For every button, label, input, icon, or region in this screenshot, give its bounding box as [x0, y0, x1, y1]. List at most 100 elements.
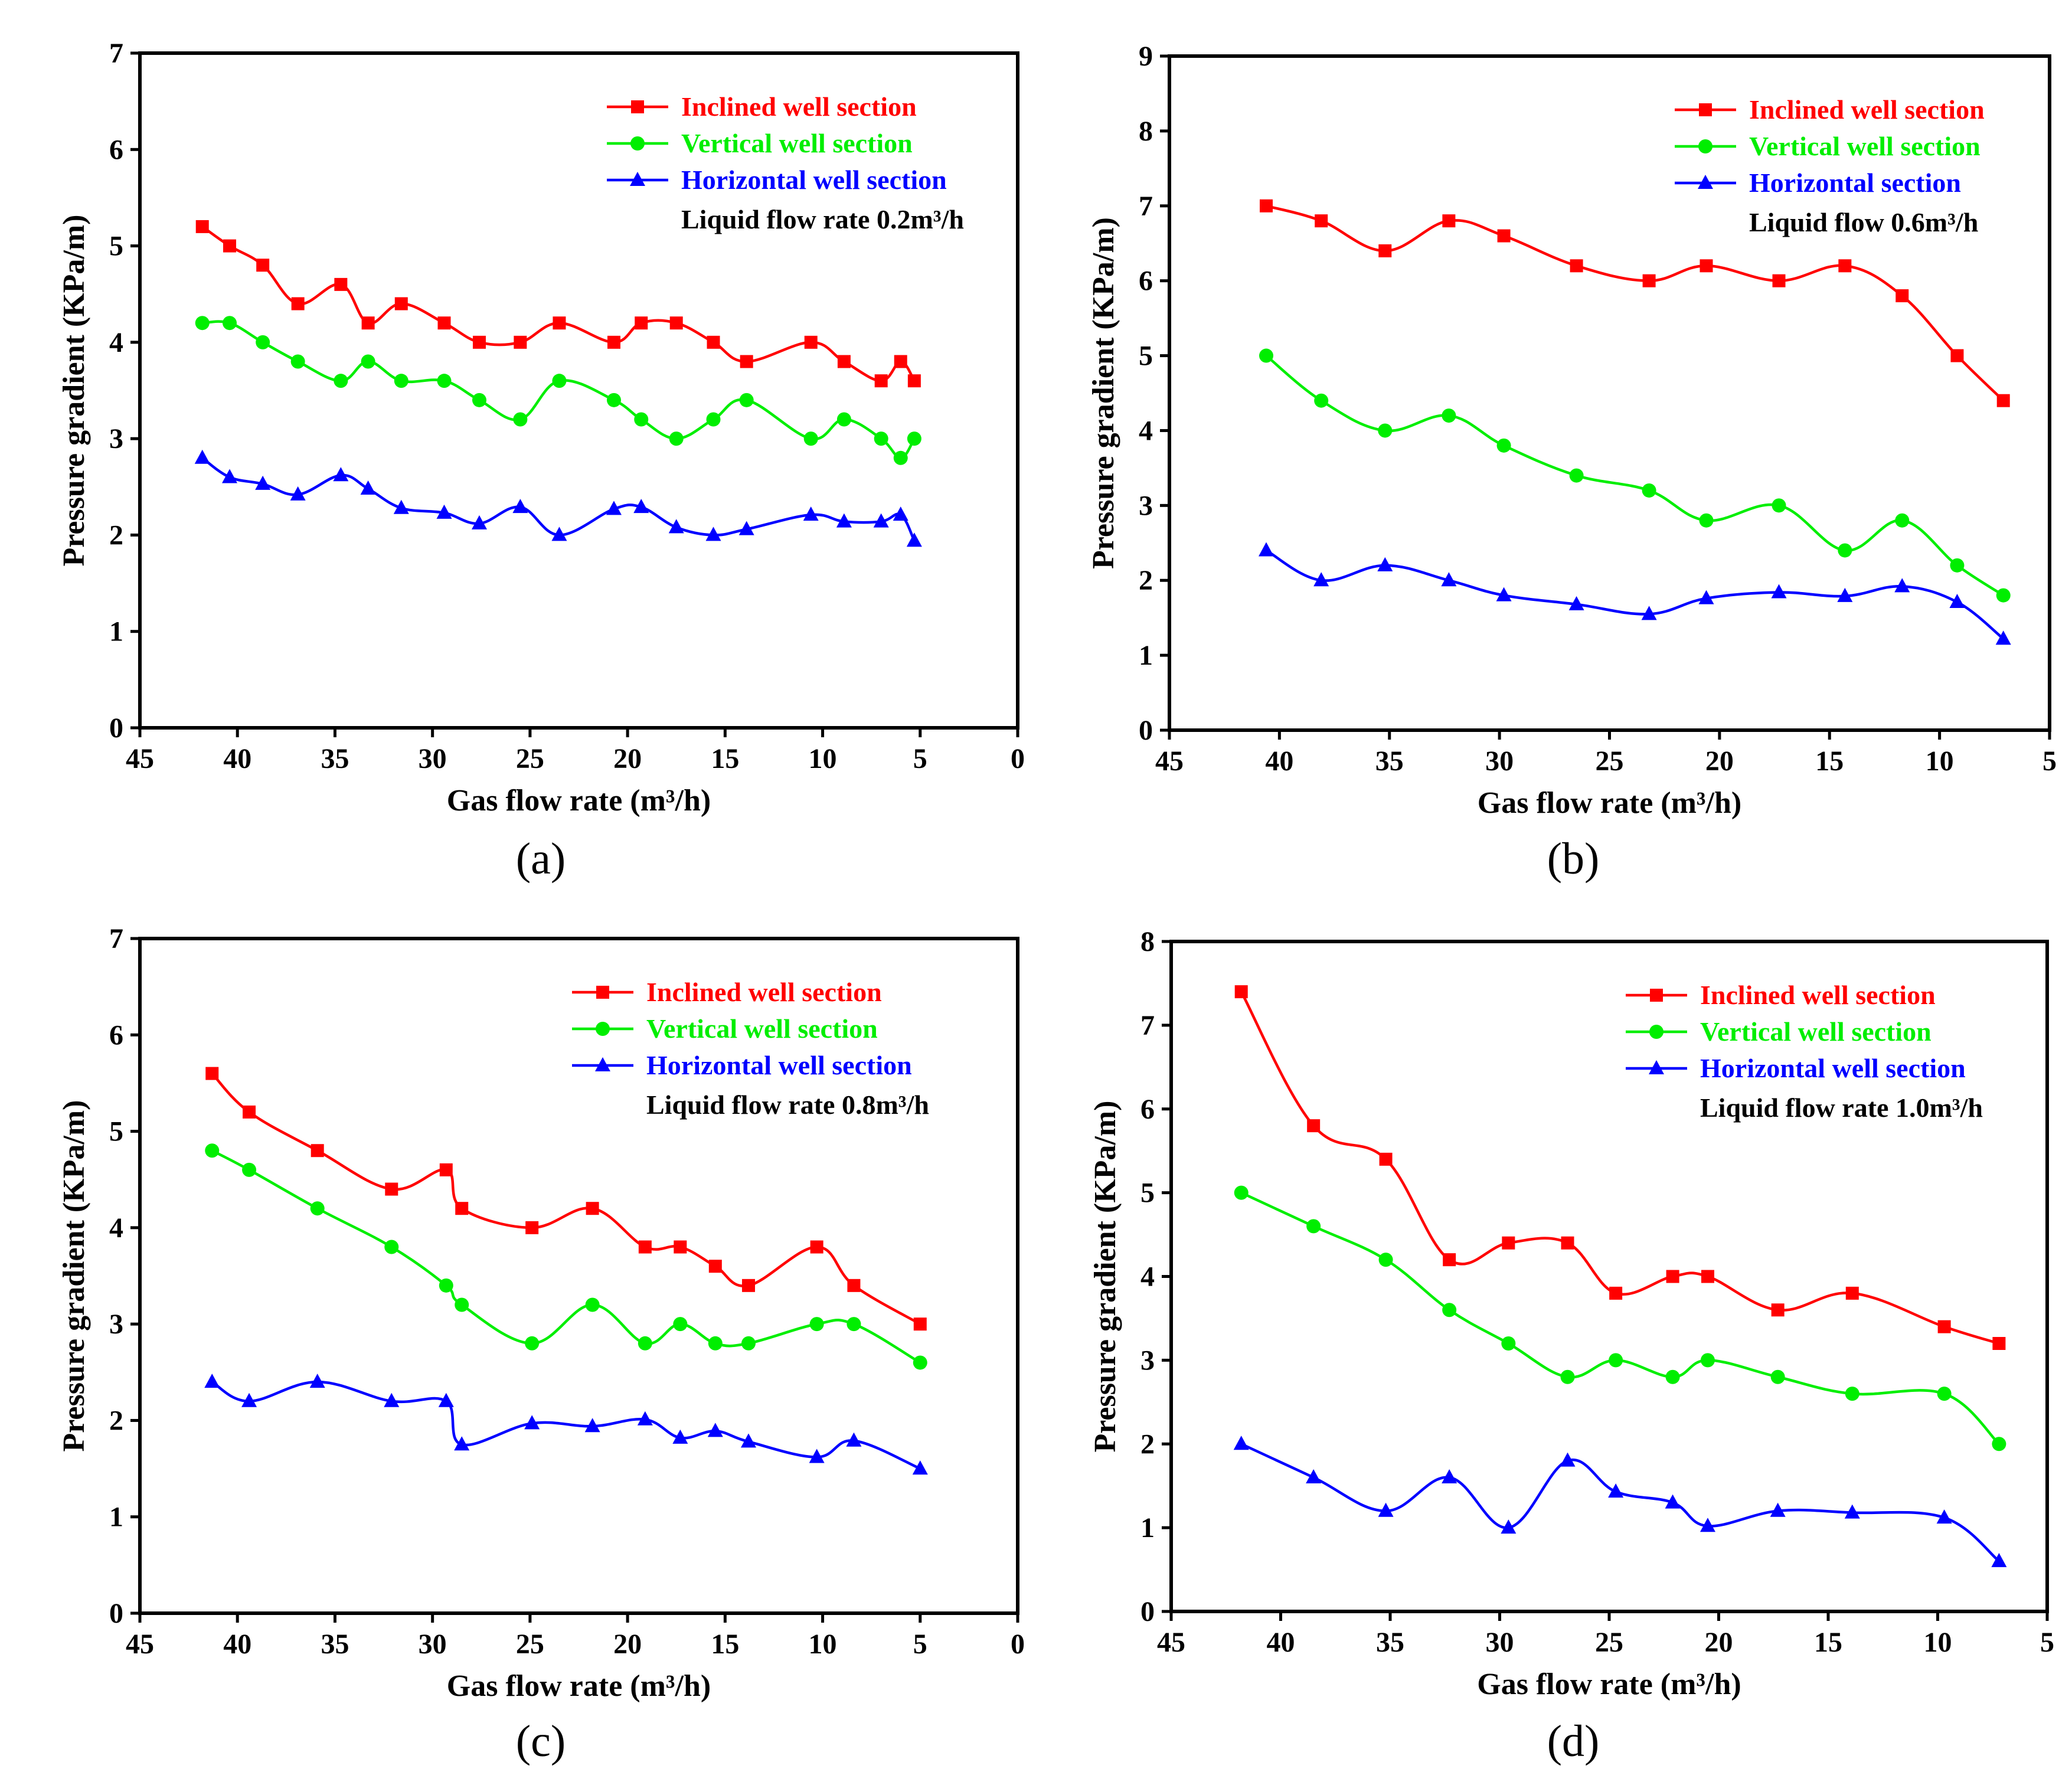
circle-marker [513, 412, 528, 427]
triangle-marker [1233, 1436, 1249, 1450]
circle-marker [606, 393, 621, 407]
circle-marker [630, 136, 645, 151]
x-tick-label: 20 [1705, 1627, 1733, 1658]
square-marker [256, 259, 270, 272]
liquid-flow-annotation: Liquid flow 0.6m³/h [1749, 207, 1978, 237]
square-marker [1772, 274, 1786, 287]
triangle-marker [222, 469, 238, 483]
square-marker [1379, 1152, 1393, 1166]
triangle-marker [906, 532, 922, 547]
legend-label: Horizontal well section [681, 165, 947, 195]
square-marker [669, 316, 683, 330]
y-tick-label: 1 [1139, 640, 1153, 671]
circle-marker [1496, 438, 1511, 453]
circle-marker [836, 412, 851, 427]
circle-marker [394, 374, 408, 388]
circle-marker [585, 1297, 600, 1312]
legend-entry-inclined: Inclined well section [607, 91, 917, 122]
liquid-flow-annotation: Liquid flow rate 0.2m³/h [681, 204, 964, 234]
square-marker [385, 1182, 398, 1196]
legend-label: Horizontal section [1749, 168, 1961, 198]
y-axis-label: Pressure gradient (KPa/m) [1087, 217, 1120, 569]
series-line-vertical [1240, 1191, 2000, 1445]
square-marker [223, 239, 237, 253]
triangle-marker [668, 519, 684, 534]
x-tick-label: 45 [1155, 746, 1184, 777]
legend-entry-vertical: Vertical well section [1675, 131, 1981, 161]
triangle-marker [1991, 1552, 2007, 1567]
x-tick-label: 10 [1924, 1627, 1952, 1658]
legend-label: Inclined well section [1749, 94, 1985, 125]
square-marker [205, 1067, 219, 1080]
triangle-marker [512, 499, 528, 514]
series-inclined [1234, 985, 2006, 1350]
square-marker [243, 1105, 256, 1119]
triangle-marker [309, 1374, 325, 1388]
series-vertical [1234, 1185, 2006, 1451]
triangle-marker [290, 486, 306, 501]
series-inclined [1260, 199, 2010, 407]
triangle-marker [836, 513, 852, 528]
liquid-flow-annotation: Liquid flow rate 0.8m³/h [646, 1090, 929, 1120]
circle-marker [803, 431, 818, 446]
triangle-marker [384, 1392, 400, 1407]
circle-marker [552, 374, 567, 388]
circle-marker [741, 1336, 756, 1351]
square-marker [804, 335, 818, 349]
y-tick-label: 7 [109, 38, 123, 69]
circle-marker [596, 1022, 610, 1036]
triangle-marker [584, 1418, 600, 1433]
x-tick-label: 45 [1157, 1627, 1185, 1658]
circle-marker [1569, 468, 1584, 483]
square-marker [1307, 1119, 1321, 1133]
triangle-marker [606, 501, 622, 515]
triangle-marker [803, 506, 819, 521]
square-marker [1650, 989, 1663, 1002]
triangle-marker [1442, 1469, 1457, 1483]
triangle-marker [740, 1433, 756, 1448]
x-tick-label: 15 [711, 1629, 739, 1660]
y-tick-label: 3 [109, 1309, 123, 1340]
y-tick-label: 8 [1139, 116, 1153, 147]
y-tick-label: 3 [109, 423, 123, 455]
plot-frame [138, 51, 1019, 730]
square-marker [1642, 274, 1656, 287]
triangle-marker [846, 1432, 862, 1447]
triangle-marker [204, 1374, 220, 1388]
triangle-marker [255, 475, 271, 490]
square-marker [913, 1317, 927, 1331]
x-axis-label: Gas flow rate (m³/h) [1477, 1668, 1741, 1701]
circle-marker [1378, 423, 1393, 438]
triangle-marker [194, 449, 210, 464]
triangle-marker [630, 172, 645, 186]
circle-marker [384, 1240, 399, 1254]
circle-marker [1234, 1185, 1249, 1200]
square-marker [1443, 1253, 1456, 1267]
square-marker [847, 1279, 861, 1292]
square-marker [1234, 985, 1248, 999]
square-marker [553, 316, 566, 330]
triangle-marker [633, 499, 649, 514]
x-tick-label: 25 [516, 743, 544, 774]
triangle-marker [873, 513, 889, 528]
triangle-marker [393, 499, 409, 514]
series-horizontal [204, 1374, 928, 1475]
triangle-marker [738, 521, 754, 535]
triangle-marker [454, 1436, 470, 1451]
circle-marker [874, 431, 888, 446]
triangle-marker [333, 467, 349, 482]
triangle-marker [595, 1057, 610, 1071]
circle-marker [847, 1317, 861, 1332]
x-tick-label: 45 [126, 1629, 154, 1660]
square-marker [1561, 1236, 1574, 1250]
square-marker [361, 316, 375, 330]
triangle-marker [438, 1392, 454, 1407]
square-marker [1838, 259, 1852, 273]
circle-marker [1950, 558, 1965, 573]
x-tick-label: 15 [711, 743, 739, 774]
triangle-marker [1844, 1504, 1860, 1519]
square-marker [1260, 199, 1273, 212]
series-line-inclined [201, 225, 916, 382]
